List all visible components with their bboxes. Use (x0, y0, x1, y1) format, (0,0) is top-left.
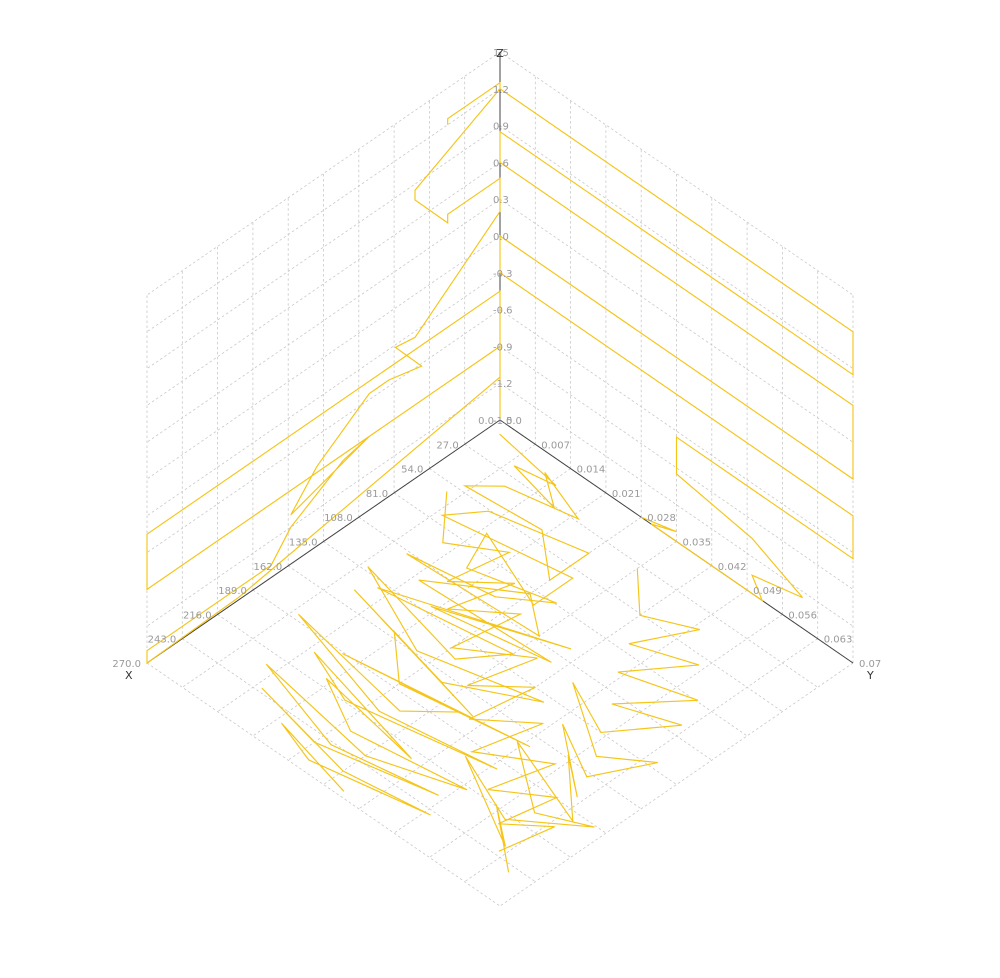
z-axis-title: Z (496, 47, 504, 60)
grid-layer (146, 51, 854, 907)
series-trace-floor-xy (464, 568, 700, 873)
floor-gridline-y (323, 541, 677, 785)
floor-gridline-x (182, 638, 536, 883)
z-tick-label: -1.2 (493, 379, 513, 390)
wall-xz-gridline-z (146, 198, 501, 443)
x-tick-label: 270.0 (112, 659, 141, 670)
floor-gridline-y (393, 589, 748, 834)
x-tick-label: 108.0 (324, 513, 353, 524)
y-axis-title: Y (866, 669, 874, 682)
wall-xz-gridline-z (146, 382, 501, 627)
wall-yz-gridline-z (499, 198, 854, 443)
x-tick-label: 216.0 (183, 610, 212, 621)
x-tick-label: 189.0 (218, 586, 247, 597)
wall-xz-gridline-z (146, 88, 501, 333)
z-tick-label: -0.3 (493, 269, 513, 280)
series-trace-floor-xy (442, 491, 559, 852)
wall-yz-gridline-z (499, 51, 854, 296)
wall-yz-gridline-z (499, 346, 854, 590)
z-tick-label: 0.9 (493, 122, 509, 133)
floor-gridline-x (358, 516, 713, 761)
y-tick-label: 0.07 (859, 659, 881, 670)
x-axis-title: X (125, 669, 133, 682)
floor-gridline-y (499, 662, 854, 907)
x-tick-label: 54.0 (401, 465, 423, 476)
floor-gridline-y (182, 443, 536, 688)
wall-xz-gridline-z (146, 272, 501, 517)
x-axis-line (146, 419, 501, 664)
y-tick-label: 0.056 (788, 610, 817, 621)
y-tick-label: 0.014 (577, 465, 606, 476)
wall-xz-gridline-z (146, 309, 501, 553)
wall-xz-gridline-z (146, 162, 501, 406)
floor-gridline-x (464, 443, 818, 688)
z-tick-label: 0.3 (493, 195, 509, 206)
floor-gridline-x (217, 614, 571, 858)
z-tick-label: 1.2 (493, 85, 509, 96)
z-tick-label: -0.6 (493, 306, 513, 317)
wall-xz-gridline-z (146, 235, 501, 480)
wall-xz-gridline-z (146, 125, 501, 369)
series-trace-wall-yz (499, 88, 854, 603)
series-trace-wall-xz (146, 81, 501, 665)
floor-gridline-y (252, 492, 607, 737)
y-tick-label: 0.021 (612, 489, 641, 500)
z-tick-label: -1.5 (493, 416, 513, 427)
z-tick-label: -0.9 (493, 342, 513, 353)
x-tick-label: 27.0 (436, 440, 458, 451)
floor-gridline-y (358, 565, 713, 810)
z-tick-label: 0.6 (493, 158, 509, 169)
floor-gridline-y (429, 614, 783, 858)
y-tick-label: 0.0 (506, 416, 522, 427)
floor-gridline-x (393, 492, 748, 737)
floor-gridline-x (146, 662, 501, 907)
series-layer (146, 81, 854, 873)
y-tick-label: 0.035 (683, 538, 712, 549)
z-tick-label: 0.0 (493, 232, 509, 243)
floor-gridline-x (323, 541, 677, 785)
y-tick-label: 0.063 (824, 635, 853, 646)
floor-gridline-y (464, 638, 818, 883)
y-tick-label: 0.007 (541, 440, 570, 451)
wall-yz-gridline-z (499, 382, 854, 627)
wall-yz-gridline-z (499, 125, 854, 369)
series-trace-floor-xy (261, 433, 591, 816)
x-tick-label: 243.0 (148, 635, 177, 646)
floor-gridline-y (217, 468, 571, 712)
x-tick-label: 0.0 (478, 416, 494, 427)
x-tick-label: 81.0 (366, 489, 388, 500)
y-tick-label: 0.042 (718, 562, 747, 573)
y-tick-label: 0.049 (753, 586, 782, 597)
z-tick-label: 1.5 (493, 48, 509, 59)
floor-gridline-x (429, 468, 783, 712)
y-tick-label: 0.028 (647, 513, 676, 524)
x-tick-label: 135.0 (289, 538, 318, 549)
wall-yz-gridline-z (499, 309, 854, 553)
label-layer: 0.0 27.0 54.0 81.0 108.0 135.0 162.0 189.0 216.0… (112, 47, 881, 682)
wall-xz-gridline-z (146, 51, 501, 296)
x-tick-label: 162.0 (254, 562, 283, 573)
